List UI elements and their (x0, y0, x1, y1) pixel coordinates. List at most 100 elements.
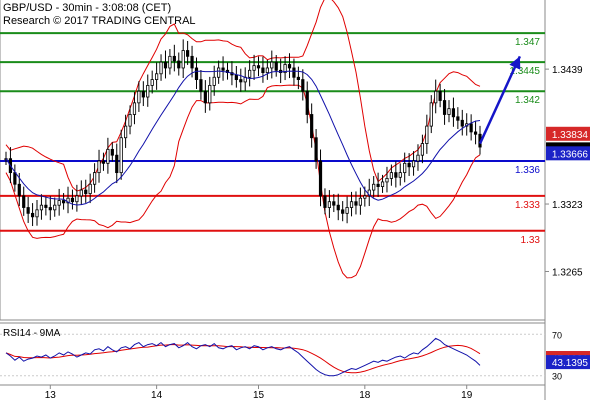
price-bar-body (473, 131, 478, 135)
level-label: 1.347 (515, 37, 540, 48)
price-bar-body (301, 79, 305, 92)
price-bar-body (177, 60, 181, 69)
rsi-title: RSI14 - 9MA (3, 328, 61, 339)
price-bar-body (26, 207, 30, 214)
price-tag-label: 1.33666 (552, 149, 589, 160)
price-bar-body (460, 119, 464, 127)
price-bar-body (274, 61, 278, 71)
x-tick-label: 13 (45, 390, 57, 400)
ma-layer (5, 70, 481, 206)
price-bar-body (380, 181, 385, 187)
candles-layer (4, 39, 482, 227)
price-bar-body (407, 162, 411, 168)
price-bar-body (128, 114, 132, 127)
projection-arrow-head (509, 56, 521, 70)
price-bar-body (256, 65, 261, 69)
rsi-line (5, 337, 481, 377)
price-bar-body (438, 90, 442, 101)
price-bar-body (106, 148, 110, 164)
price-bar-body (132, 102, 137, 115)
price-bar-body (447, 108, 451, 115)
price-bar-body (398, 172, 402, 178)
level-label: 1.333 (515, 200, 540, 211)
price-bar-body (208, 85, 212, 104)
rsi-y-tick-label: 70 (552, 330, 562, 340)
price-bar-body (239, 79, 243, 83)
price-bar-body (469, 123, 473, 133)
price-bar-body (372, 183, 376, 191)
price-bar-body (425, 125, 429, 144)
rsi-value-tag-box (546, 355, 590, 370)
price-bar-body (119, 137, 123, 174)
price-bar-body (35, 209, 39, 218)
price-bar-body (181, 50, 185, 69)
price-bar-body (30, 212, 35, 218)
price-bar-body (332, 201, 336, 206)
price-bar-body (203, 90, 207, 104)
x-tick-label: 14 (151, 390, 163, 400)
price-bar-body (363, 195, 367, 199)
price-bar-body (327, 201, 331, 208)
level-label: 1.33 (521, 235, 541, 246)
price-bar-body (22, 195, 26, 208)
price-bar-body (234, 74, 238, 80)
price-bar-body (57, 200, 61, 206)
price-bar-body (336, 204, 340, 211)
price-bar-body (318, 160, 323, 197)
price-bar-body (451, 108, 456, 118)
price-bar-body (354, 201, 358, 206)
bollinger-lower-band (5, 84, 481, 279)
price-bar-body (194, 67, 199, 80)
price-bar-body (115, 154, 119, 174)
price-bar-body (434, 90, 438, 104)
price-bar-body (345, 207, 349, 214)
price-bar-body (17, 183, 21, 197)
price-bar-body (141, 90, 145, 98)
price-bar-body (310, 114, 314, 139)
price-bar-body (323, 195, 327, 208)
price-bar-body (305, 90, 309, 115)
price-bar-body (92, 172, 97, 185)
level-label: 1.3445 (509, 66, 540, 77)
price-bar-body (44, 204, 48, 208)
price-bar-body (159, 61, 163, 75)
price-bar-body (155, 73, 159, 80)
price-bar-body (217, 67, 221, 78)
price-bar-body (389, 172, 394, 179)
y-tick-label: 1.3439 (552, 65, 583, 76)
price-bar-body (394, 172, 398, 178)
price-bar-body (411, 160, 416, 168)
rsi-layer: 703047.108143.1395 (0, 330, 590, 382)
price-bar-body (97, 160, 101, 174)
price-bar-body (358, 197, 362, 206)
price-bar-body (190, 55, 194, 69)
price-bar-body (403, 162, 407, 174)
price-bar-body (88, 183, 92, 194)
price-bar-body (13, 172, 17, 185)
moving-average-line (5, 70, 481, 206)
price-bar-body (385, 178, 389, 183)
price-bar-body (376, 183, 380, 187)
price-bar-body (84, 189, 88, 194)
y-tick-label: 1.3323 (552, 200, 583, 211)
bollinger-layer (5, 0, 481, 279)
price-bar-body (124, 125, 128, 139)
price-bar-body (270, 61, 274, 69)
bollinger-upper-band (5, 0, 481, 192)
price-bar-body (150, 79, 154, 86)
chart-title: GBP/USD - 30min - 3:08:08 (CET) (3, 2, 171, 14)
price-bar-body (349, 201, 354, 208)
price-bar-body (420, 143, 425, 156)
price-bar-body (39, 204, 44, 211)
price-bar-body (442, 100, 447, 115)
price-bar-body (314, 137, 318, 162)
level-label: 1.342 (515, 95, 540, 106)
price-bar-body (53, 204, 57, 211)
price-bar-body (110, 148, 114, 156)
levels-layer: 1.347 1.3445 1.342 1.336 1.333 1.33 (0, 32, 545, 246)
x-ticks-layer: 13 14 15 18 19 (45, 385, 473, 400)
price-bar-body (283, 64, 287, 74)
